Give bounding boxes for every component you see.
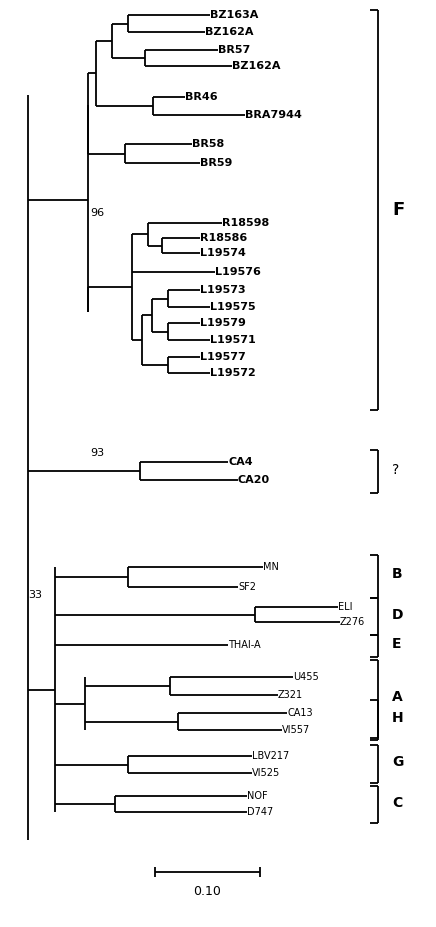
Text: BZ163A: BZ163A	[210, 10, 259, 20]
Text: 93: 93	[90, 448, 104, 458]
Text: L19574: L19574	[200, 248, 246, 258]
Text: E: E	[392, 637, 402, 651]
Text: BR46: BR46	[185, 92, 218, 102]
Text: A: A	[392, 690, 403, 704]
Text: L19577: L19577	[200, 352, 246, 362]
Text: Z321: Z321	[278, 690, 303, 700]
Text: CA4: CA4	[228, 457, 252, 467]
Text: 96: 96	[90, 208, 104, 218]
Text: MN: MN	[263, 562, 279, 572]
Text: L19576: L19576	[215, 267, 261, 277]
Text: BZ162A: BZ162A	[232, 61, 280, 71]
Text: BR57: BR57	[218, 45, 250, 55]
Text: H: H	[392, 711, 404, 725]
Text: BRA7944: BRA7944	[245, 110, 302, 120]
Text: L19575: L19575	[210, 302, 255, 312]
Text: B: B	[392, 567, 402, 581]
Text: THAI-A: THAI-A	[228, 640, 261, 650]
Text: L19571: L19571	[210, 335, 256, 345]
Text: ELI: ELI	[338, 602, 352, 612]
Text: L19572: L19572	[210, 368, 256, 378]
Text: U455: U455	[293, 672, 319, 682]
Text: SF2: SF2	[238, 582, 256, 592]
Text: NOF: NOF	[247, 791, 268, 801]
Text: BR58: BR58	[192, 139, 224, 149]
Text: D747: D747	[247, 807, 273, 817]
Text: G: G	[392, 755, 403, 769]
Text: 33: 33	[28, 590, 42, 600]
Text: VI557: VI557	[282, 725, 310, 735]
Text: VI525: VI525	[252, 768, 280, 778]
Text: LBV217: LBV217	[252, 751, 289, 761]
Text: BZ162A: BZ162A	[205, 27, 253, 37]
Text: ?: ?	[392, 463, 399, 477]
Text: C: C	[392, 796, 402, 810]
Text: CA20: CA20	[238, 475, 270, 485]
Text: F: F	[392, 201, 404, 219]
Text: R18598: R18598	[222, 218, 269, 228]
Text: D: D	[392, 608, 403, 622]
Text: Z276: Z276	[340, 617, 365, 627]
Text: CA13: CA13	[287, 708, 313, 718]
Text: L19573: L19573	[200, 285, 245, 295]
Text: R18586: R18586	[200, 233, 247, 243]
Text: BR59: BR59	[200, 158, 232, 168]
Text: L19579: L19579	[200, 318, 246, 328]
Text: 0.10: 0.10	[194, 885, 221, 898]
